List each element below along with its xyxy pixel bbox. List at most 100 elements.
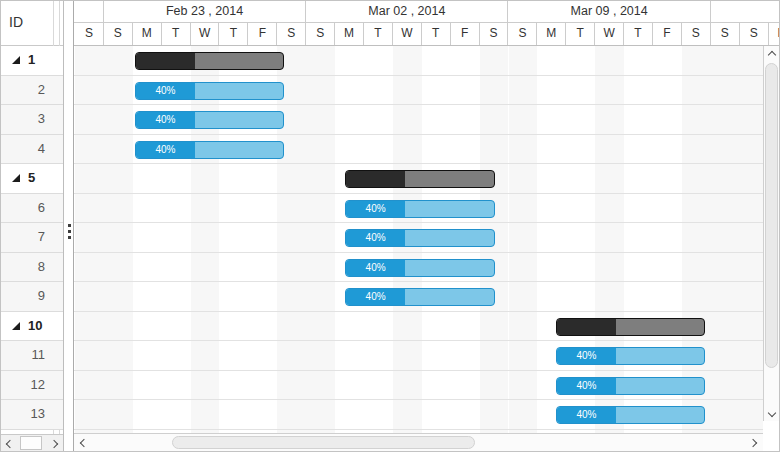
timeline-day-row: SSMTWTFSSMTWTFSSMTWTFSSSM bbox=[74, 23, 779, 46]
grid-panel: ID 12345678910111213 bbox=[1, 1, 64, 451]
day-header-cell: S bbox=[75, 23, 104, 45]
day-header-cell: W bbox=[595, 23, 624, 45]
row-id-label: 7 bbox=[38, 223, 45, 251]
day-header-cell: S bbox=[682, 23, 711, 45]
task-bar[interactable]: 40% bbox=[345, 288, 495, 306]
progress-label: 40% bbox=[346, 201, 405, 217]
summary-task-bar[interactable] bbox=[556, 318, 705, 336]
grid-row[interactable]: 3 bbox=[1, 105, 63, 135]
grid-row[interactable]: 2 bbox=[1, 76, 63, 106]
grid-row[interactable]: 11 bbox=[1, 341, 63, 371]
progress-label: 40% bbox=[136, 83, 195, 99]
chevron-left-icon bbox=[6, 439, 14, 447]
day-header-cell: S bbox=[480, 23, 509, 45]
task-bar[interactable]: 40% bbox=[345, 200, 495, 218]
summary-task-bar[interactable] bbox=[345, 170, 495, 188]
day-header-cell: T bbox=[624, 23, 653, 45]
row-id-label: 8 bbox=[38, 253, 45, 281]
grid-row[interactable]: 5 bbox=[1, 164, 63, 194]
progress-label: 40% bbox=[346, 260, 405, 276]
task-bar[interactable]: 40% bbox=[345, 259, 495, 277]
grid-row[interactable]: 10 bbox=[1, 312, 63, 342]
grid-scrollbar-thumb[interactable] bbox=[20, 436, 42, 450]
summary-task-bar[interactable] bbox=[135, 52, 284, 70]
chart-row bbox=[74, 164, 763, 194]
task-bar[interactable]: 40% bbox=[135, 141, 284, 159]
progress-label: 40% bbox=[557, 348, 616, 364]
row-id-label: 12 bbox=[31, 371, 45, 399]
progress-label: 40% bbox=[557, 407, 616, 423]
chart-scroll-left-button[interactable] bbox=[76, 435, 92, 450]
timeline-header: Feb 23 , 2014Mar 02 , 2014Mar 09 , 2014 … bbox=[74, 1, 779, 46]
task-bar[interactable]: 40% bbox=[135, 111, 284, 129]
day-header-cell: T bbox=[364, 23, 393, 45]
grid-row[interactable]: 12 bbox=[1, 371, 63, 401]
day-header-cell: F bbox=[451, 23, 480, 45]
chart-row: 40% bbox=[74, 194, 763, 224]
scroll-down-button[interactable] bbox=[764, 405, 780, 420]
id-column-header[interactable]: ID bbox=[9, 1, 23, 44]
chart-horizontal-scrollbar[interactable] bbox=[74, 433, 763, 451]
day-header-cell: S bbox=[277, 23, 306, 45]
vertical-scrollbar[interactable] bbox=[763, 46, 779, 421]
grid-row[interactable]: 9 bbox=[1, 282, 63, 312]
expander-collapse-icon[interactable] bbox=[12, 322, 20, 330]
day-header-cell: F bbox=[653, 23, 682, 45]
day-header-cell: W bbox=[191, 23, 220, 45]
row-id-label: 6 bbox=[38, 194, 45, 222]
task-progress-fill: 40% bbox=[136, 142, 195, 158]
task-bar[interactable]: 40% bbox=[556, 377, 705, 395]
week-header-cell: Mar 09 , 2014 bbox=[509, 1, 711, 23]
chart-row: 40% bbox=[74, 371, 763, 401]
task-progress-fill: 40% bbox=[557, 407, 616, 423]
grid-row[interactable]: 13 bbox=[1, 400, 63, 430]
task-progress-fill: 40% bbox=[136, 112, 195, 128]
grid-row[interactable]: 8 bbox=[1, 253, 63, 283]
day-header-cell: W bbox=[393, 23, 422, 45]
chart-scrollbar-thumb[interactable] bbox=[172, 436, 475, 449]
task-progress-fill: 40% bbox=[346, 230, 405, 246]
grid-row[interactable]: 6 bbox=[1, 194, 63, 224]
panel-splitter[interactable] bbox=[65, 1, 73, 451]
week-header-cell: Feb 23 , 2014 bbox=[104, 1, 306, 23]
chart-row: 40% bbox=[74, 341, 763, 371]
week-header-cell bbox=[711, 1, 779, 23]
day-header-cell: T bbox=[220, 23, 249, 45]
chart-row bbox=[74, 46, 763, 76]
grid-row[interactable]: 1 bbox=[1, 46, 63, 76]
task-bar[interactable]: 40% bbox=[556, 347, 705, 365]
vertical-scrollbar-thumb[interactable] bbox=[765, 63, 778, 368]
progress-label: 40% bbox=[557, 378, 616, 394]
expander-collapse-icon[interactable] bbox=[12, 56, 20, 64]
row-id-label: 2 bbox=[38, 76, 45, 104]
grid-scroll-left-button[interactable] bbox=[2, 436, 18, 451]
day-header-cell: S bbox=[711, 23, 740, 45]
day-header-cell: S bbox=[509, 23, 538, 45]
row-id-label: 1 bbox=[28, 46, 35, 74]
expander-collapse-icon[interactable] bbox=[12, 174, 20, 182]
task-progress-fill: 40% bbox=[136, 83, 195, 99]
task-bar[interactable]: 40% bbox=[345, 229, 495, 247]
chart-row: 40% bbox=[74, 282, 763, 312]
chart-row: 40% bbox=[74, 76, 763, 106]
grid-row[interactable]: 7 bbox=[1, 223, 63, 253]
chevron-up-icon bbox=[768, 50, 776, 58]
day-header-cell: F bbox=[248, 23, 277, 45]
splitter-grip-icon bbox=[68, 224, 71, 242]
task-progress-fill bbox=[346, 171, 405, 187]
task-progress-fill: 40% bbox=[346, 289, 405, 305]
task-bar[interactable]: 40% bbox=[135, 82, 284, 100]
grid-rows: 12345678910111213 bbox=[1, 46, 63, 430]
chart-scroll-right-button[interactable] bbox=[745, 435, 761, 450]
day-header-cell: S bbox=[104, 23, 133, 45]
task-progress-fill: 40% bbox=[557, 348, 616, 364]
grid-row[interactable]: 4 bbox=[1, 135, 63, 165]
chart-row: 40% bbox=[74, 135, 763, 165]
chart-body: 40% 40% 40% 40% 40% 40% 40% 40% 40% 40% bbox=[74, 46, 763, 433]
grid-scroll-right-button[interactable] bbox=[46, 436, 62, 451]
task-bar[interactable]: 40% bbox=[556, 406, 705, 424]
chart-panel: Feb 23 , 2014Mar 02 , 2014Mar 09 , 2014 … bbox=[73, 1, 779, 451]
day-header-cell: S bbox=[740, 23, 769, 45]
scroll-up-button[interactable] bbox=[764, 47, 780, 62]
grid-horizontal-scrollbar[interactable] bbox=[1, 434, 63, 451]
